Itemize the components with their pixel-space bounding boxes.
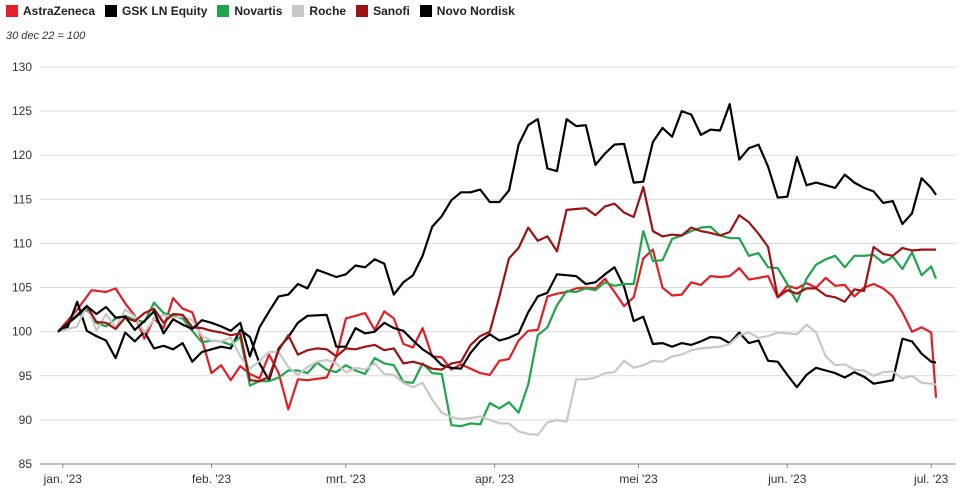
y-tick-label: 110 — [13, 236, 32, 250]
series-line-roche — [57, 304, 937, 436]
legend-label: Novo Nordisk — [436, 4, 515, 18]
grid — [40, 66, 956, 465]
series-layer — [57, 103, 938, 436]
legend-swatch — [356, 5, 369, 17]
legend-swatch — [292, 5, 305, 17]
legend-label: GSK LN Equity — [122, 4, 208, 18]
x-tick-label: mei '23 — [619, 472, 658, 486]
series-line-gsk-ln-equity — [57, 266, 937, 389]
y-tick-label: 85 — [19, 457, 33, 471]
legend-label: Novartis — [234, 4, 283, 18]
legend-item-novartis: Novartis — [217, 4, 282, 18]
y-tick-label: 90 — [19, 413, 33, 427]
legend-swatch — [105, 5, 118, 17]
legend-label: AstraZeneca — [23, 4, 96, 18]
chart-subtitle: 30 dec 22 = 100 — [6, 30, 86, 42]
y-tick-label: 95 — [19, 369, 33, 383]
x-tick-label: jan. '23 — [43, 472, 83, 486]
legend-item-gsk-ln-equity: GSK LN Equity — [105, 4, 207, 18]
y-tick-label: 120 — [12, 148, 32, 162]
legend-item-sanofi: Sanofi — [356, 4, 410, 18]
legend: AstraZeneca GSK LN Equity Novartis Roche San… — [6, 4, 515, 18]
legend-swatch — [6, 5, 18, 17]
x-tick-label: apr. '23 — [475, 472, 514, 486]
x-tick-label: mrt. '23 — [326, 472, 366, 486]
y-tick-label: 100 — [12, 325, 32, 339]
series-line-novo-nordisk — [57, 103, 937, 358]
legend-label: Roche — [309, 4, 347, 18]
x-tick-label: feb. '23 — [192, 472, 231, 486]
x-tick-label: jul. '23 — [913, 472, 949, 486]
legend-item-roche: Roche — [292, 4, 346, 18]
y-tick-label: 115 — [13, 192, 32, 206]
legend-swatch — [217, 5, 230, 17]
y-axis: 85 90 95 100 105 110 115 120 125 130 — [12, 60, 32, 471]
y-tick-label: 125 — [12, 104, 32, 118]
legend-label: Sanofi — [373, 4, 410, 18]
x-tick-label: jun. '23 — [767, 472, 807, 486]
legend-item-astrazeneca: AstraZeneca — [6, 4, 95, 18]
y-tick-label: 130 — [12, 60, 32, 74]
series-line-sanofi — [57, 185, 936, 383]
x-axis: jan. '23 feb. '23 mrt. '23 apr. '23 mei '23 j… — [43, 464, 949, 486]
legend-swatch — [419, 5, 432, 17]
y-tick-label: 105 — [12, 281, 32, 295]
legend-item-novo-nordisk: Novo Nordisk — [419, 4, 515, 18]
series-line-astrazeneca — [57, 248, 938, 411]
